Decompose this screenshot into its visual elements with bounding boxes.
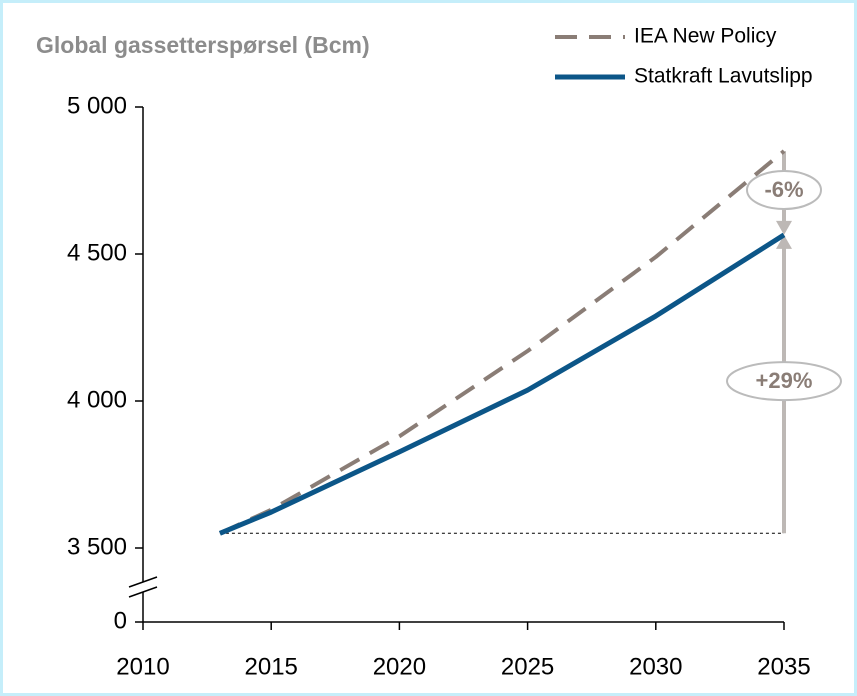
- series-line: [218, 232, 786, 536]
- y-tick-label: 4 500: [67, 239, 127, 266]
- axis-break: [128, 576, 158, 588]
- axis-break-gap: [140, 582, 146, 592]
- x-tick-label: 2035: [757, 653, 810, 680]
- annotation: +29%: [756, 368, 813, 393]
- y-tick-label: 5 000: [67, 92, 127, 119]
- annotation-bubble: [726, 361, 842, 402]
- arrow-head: [776, 220, 792, 235]
- y-tick-label: 0: [114, 607, 127, 634]
- x-tick-label: 2025: [501, 653, 554, 680]
- x-tick-label: 2015: [245, 653, 298, 680]
- legend-label: Statkraft Lavutslipp: [634, 65, 813, 88]
- legend-label: IEA New Policy: [634, 25, 777, 48]
- annotation-bubble: [746, 169, 822, 210]
- arrow-head: [776, 234, 792, 249]
- x-tick-label: 2020: [373, 653, 426, 680]
- x-tick-label: 2010: [116, 653, 169, 680]
- chart-title: Global gassetterspørsel (Bcm): [36, 32, 370, 58]
- annotation: -6%: [764, 177, 803, 202]
- axis-break: [128, 586, 158, 598]
- y-tick-label: 3 500: [67, 533, 127, 560]
- y-tick-label: 4 000: [67, 386, 127, 413]
- x-tick-label: 2030: [629, 653, 682, 680]
